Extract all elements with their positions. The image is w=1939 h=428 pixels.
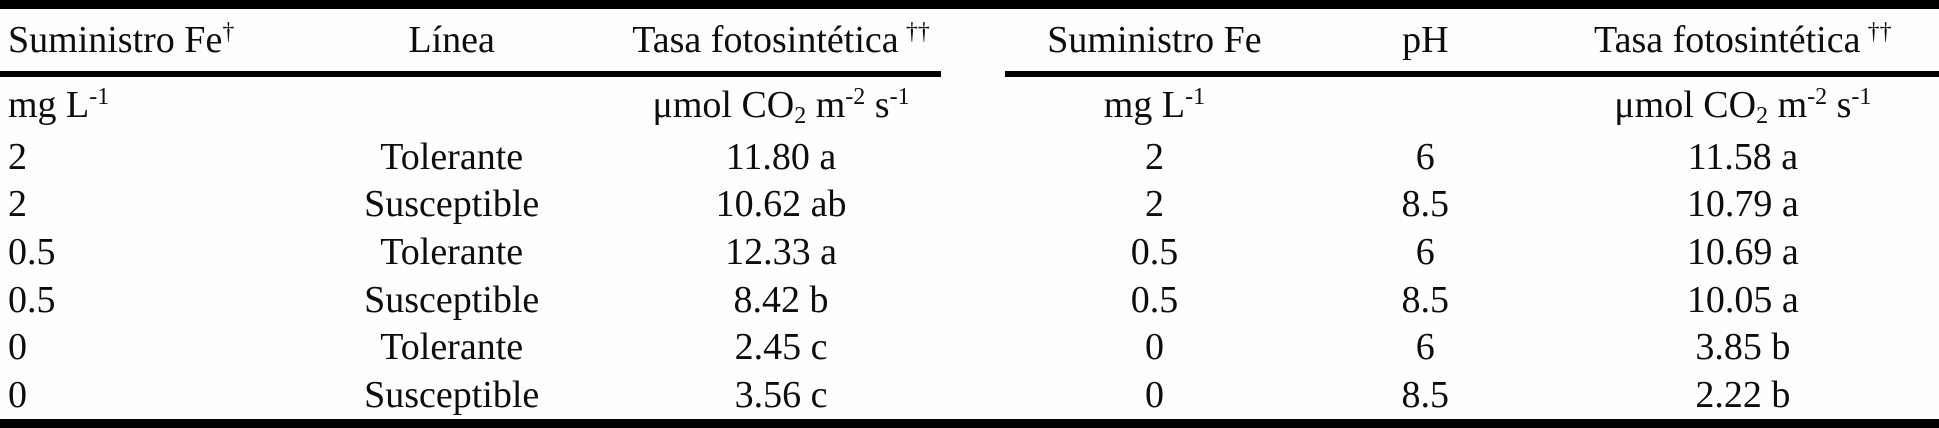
cell-fe: 2: [8, 183, 27, 226]
cell-tasa: 10.69 a: [1686, 231, 1799, 274]
table-row: 0 Susceptible 3.56 c: [0, 371, 941, 419]
table-row: 2 Tolerante 11.80 a: [0, 133, 941, 181]
header-label: pH: [1402, 19, 1449, 61]
footnote-double-dagger: ††: [1867, 18, 1892, 45]
cell-fe: 0: [8, 326, 27, 369]
cell-fe: 0.5: [8, 231, 56, 274]
header-label: Suministro Fe: [8, 19, 223, 61]
unit-exponent: -2: [1807, 83, 1828, 110]
cell-ph: 8.5: [1401, 374, 1450, 417]
cell-tasa: 11.58 a: [1687, 135, 1799, 178]
unit-exponent: -1: [1851, 83, 1872, 110]
unit-exponent: -1: [89, 83, 110, 110]
cell-fe: 0: [1144, 374, 1164, 417]
table-row: 0.5 Susceptible 8.42 b: [0, 276, 941, 324]
header-suministro-fe: Suministro Fe: [1005, 9, 1304, 77]
table-row: 2 Susceptible 10.62 ab: [0, 181, 941, 229]
unit-umol-co2: μmol CO2 m-2 s-1: [1547, 74, 1939, 133]
header-label: Tasa fotosintética: [632, 19, 899, 61]
unit-text: m: [806, 83, 846, 126]
units-row: mg L-1 μmol CO2 m-2 s-1: [1005, 74, 1939, 133]
header-suministro-fe: Suministro Fe†: [0, 9, 283, 77]
unit-subscript: 2: [1756, 102, 1769, 129]
table-row: 0.5 Tolerante 12.33 a: [0, 228, 941, 276]
cell-fe: 2: [1144, 183, 1164, 226]
cell-ph: 6: [1415, 231, 1435, 274]
header-label: Suministro Fe: [1047, 19, 1262, 61]
cell-fe: 2: [8, 135, 27, 178]
table-row: 0 Tolerante 2.45 c: [0, 324, 941, 372]
unit-text: μmol CO: [1614, 83, 1757, 126]
unit-text: μmol CO: [652, 83, 795, 126]
footnote-dagger: †: [222, 18, 235, 45]
unit-text: mg L: [1103, 83, 1186, 126]
unit-text: s: [865, 83, 890, 126]
cell-tasa: 11.80 a: [725, 135, 837, 178]
cell-tasa: 12.33 a: [725, 231, 837, 274]
unit-text: m: [1768, 83, 1808, 126]
footnote-double-dagger: ††: [905, 18, 930, 45]
table-row: 0 8.5 2.22 b: [1005, 371, 1939, 419]
header-row: Suministro Fe† Línea Tasa fotosintética †…: [0, 9, 941, 77]
unit-exponent: -1: [1185, 83, 1206, 110]
unit-exponent: -2: [845, 83, 866, 110]
cell-linea: Tolerante: [380, 326, 524, 369]
cell-linea: Susceptible: [364, 278, 540, 321]
header-label: Línea: [408, 19, 495, 61]
unit-mg-per-l: mg L-1: [0, 74, 282, 133]
cell-tasa: 3.85 b: [1695, 326, 1791, 369]
cell-linea: Susceptible: [364, 183, 540, 226]
header-linea: Línea: [282, 9, 622, 77]
table-row: 0.5 8.5 10.05 a: [1005, 276, 1939, 324]
cell-tasa: 10.62 ab: [715, 183, 847, 226]
cell-linea: Tolerante: [380, 231, 524, 274]
table-row: 0 6 3.85 b: [1005, 324, 1939, 372]
unit-exponent: -1: [889, 83, 910, 110]
cell-tasa: 10.05 a: [1686, 278, 1799, 321]
unit-subscript: 2: [794, 102, 807, 129]
unit-text: s: [1827, 83, 1852, 126]
header-tasa: Tasa fotosintética ††: [621, 9, 941, 77]
unit-umol-co2: μmol CO2 m-2 s-1: [621, 74, 941, 133]
cell-ph: 8.5: [1401, 183, 1450, 226]
units-row: mg L-1 μmol CO2 m-2 s-1: [0, 74, 941, 133]
cell-tasa: 2.45 c: [734, 326, 828, 369]
cell-fe: 0.5: [8, 278, 56, 321]
cell-fe: 0: [1144, 326, 1164, 369]
cell-ph: 6: [1415, 326, 1435, 369]
table-fe-by-linea: Suministro Fe† Línea Tasa fotosintética †…: [0, 9, 941, 419]
cell-linea: Susceptible: [364, 374, 540, 417]
cell-fe: 0.5: [1130, 278, 1179, 321]
unit-empty: [1304, 74, 1547, 133]
cell-fe: 0: [8, 374, 27, 417]
cell-linea: Tolerante: [380, 135, 524, 178]
table-row: 2 8.5 10.79 a: [1005, 181, 1939, 229]
header-ph: pH: [1303, 9, 1547, 77]
table-row: 0.5 6 10.69 a: [1005, 228, 1939, 276]
cell-tasa: 8.42 b: [733, 278, 829, 321]
unit-empty: [282, 74, 621, 133]
unit-text: mg L: [8, 83, 90, 126]
header-row: Suministro Fe pH Tasa fotosintética ††: [1005, 9, 1939, 77]
table-fe-by-ph: Suministro Fe pH Tasa fotosintética †† mg…: [1005, 9, 1939, 419]
table-row: 2 6 11.58 a: [1005, 133, 1939, 181]
header-label: Tasa fotosintética: [1594, 19, 1861, 61]
cell-ph: 6: [1415, 135, 1435, 178]
cell-ph: 8.5: [1401, 278, 1450, 321]
unit-mg-per-l: mg L-1: [1005, 74, 1304, 133]
cell-tasa: 10.79 a: [1686, 183, 1799, 226]
cell-tasa: 2.22 b: [1695, 374, 1791, 417]
cell-fe: 0.5: [1130, 231, 1179, 274]
cell-tasa: 3.56 c: [734, 374, 828, 417]
header-tasa: Tasa fotosintética ††: [1546, 9, 1939, 77]
cell-fe: 2: [1144, 135, 1164, 178]
